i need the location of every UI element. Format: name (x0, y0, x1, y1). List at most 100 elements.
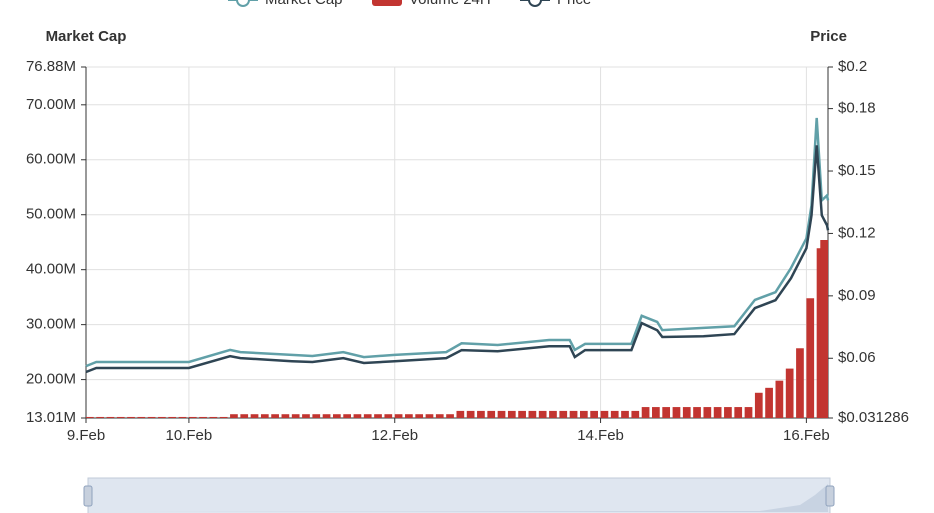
volume-bar (405, 414, 413, 418)
volume-bar (785, 368, 794, 418)
volume-bar (693, 407, 701, 418)
x-tick-label: 9.Feb (67, 427, 105, 444)
y-tick-label: 70.00M (26, 96, 76, 113)
series-line (85, 145, 830, 374)
legend-label: Price (557, 0, 591, 8)
y2-axis-title: Price (810, 28, 847, 45)
x-tick-label: 10.Feb (166, 427, 213, 444)
volume-bar (820, 239, 828, 418)
y2-tick-label: $0.15 (838, 162, 876, 179)
slider-handle[interactable] (825, 485, 835, 507)
y-tick-label: 50.00M (26, 206, 76, 223)
volume-bar (240, 414, 249, 418)
volume-bar (219, 416, 228, 418)
y-tick-label: 20.00M (26, 371, 76, 388)
volume-bar (579, 410, 588, 418)
y2-tick-label: $0.2 (838, 58, 867, 75)
y2-tick-label: $0.031286 (838, 409, 909, 426)
volume-bar (713, 407, 722, 418)
volume-bar (260, 414, 269, 418)
y-tick-label: 13.01M (26, 409, 76, 426)
legend-item[interactable]: Price (520, 0, 591, 8)
volume-bar (415, 414, 424, 418)
y-tick-label: 40.00M (26, 261, 76, 278)
volume-bar (425, 414, 434, 418)
volume-bar (178, 416, 187, 418)
volume-bar (765, 387, 773, 418)
volume-bar (466, 410, 475, 418)
volume-bar (312, 414, 321, 418)
volume-bar (703, 407, 712, 418)
volume-bar (744, 407, 753, 418)
volume-bar (281, 414, 290, 418)
volume-bar (621, 410, 629, 418)
volume-bar (147, 416, 156, 418)
volume-bar (559, 410, 568, 418)
slider-handle[interactable] (83, 485, 93, 507)
legend-swatch (528, 0, 542, 7)
slider-window (87, 477, 831, 513)
y2-tick-label: $0.12 (838, 224, 876, 241)
volume-bar (271, 414, 279, 418)
volume-bar (332, 414, 341, 418)
volume-bar (724, 407, 732, 418)
volume-bar (291, 414, 300, 418)
volume-bar (96, 416, 105, 418)
volume-bar (168, 416, 177, 418)
volume-bar (158, 416, 166, 418)
volume-bar (435, 414, 444, 418)
y-axis-title: Market Cap (46, 28, 127, 45)
volume-bar (641, 407, 650, 418)
volume-bar (127, 416, 135, 418)
legend-swatch (236, 0, 250, 7)
x-tick-label: 14.Feb (577, 427, 624, 444)
volume-bar (549, 410, 557, 418)
volume-bar (754, 392, 763, 418)
volume-bar (302, 414, 310, 418)
volume-bar (106, 416, 115, 418)
volume-bar (137, 416, 146, 418)
volume-bar (394, 414, 403, 418)
volume-bar (322, 414, 331, 418)
y-tick-label: 30.00M (26, 316, 76, 333)
volume-bar (477, 410, 485, 418)
volume-bar (487, 410, 496, 418)
volume-bar (374, 414, 382, 418)
volume-bar (456, 410, 465, 418)
volume-bar (734, 407, 743, 418)
y2-tick-label: $0.06 (838, 349, 876, 366)
volume-bar (384, 414, 393, 418)
legend-label: Volume 24H (409, 0, 491, 8)
volume-bar (796, 348, 804, 418)
volume-bar (672, 407, 681, 418)
volume-bar (806, 298, 815, 418)
volume-bar (518, 410, 526, 418)
volume-bar (188, 416, 197, 418)
volume-bar (116, 416, 125, 418)
volume-bar (497, 410, 506, 418)
volume-bar (250, 414, 259, 418)
y2-tick-label: $0.09 (838, 287, 876, 304)
volume-bar (569, 410, 578, 418)
legend-label: Market Cap (265, 0, 343, 8)
x-tick-label: 16.Feb (783, 427, 830, 444)
zoom-slider[interactable] (83, 477, 835, 513)
series-line (85, 117, 830, 368)
volume-bar (528, 410, 537, 418)
x-tick-label: 12.Feb (371, 427, 418, 444)
legend-item[interactable]: Market Cap (228, 0, 343, 8)
volume-bar (199, 416, 207, 418)
volume-bar (662, 407, 671, 418)
y2-tick-label: $0.18 (838, 100, 876, 117)
volume-bar (343, 414, 351, 418)
volume-bar (507, 410, 516, 418)
y-tick-label: 76.88M (26, 58, 76, 75)
volume-bar (652, 407, 660, 418)
legend-swatch (372, 0, 402, 6)
volume-bar (600, 410, 609, 418)
volume-bar (538, 410, 547, 418)
legend-item[interactable]: Volume 24H (372, 0, 491, 8)
volume-bar (610, 410, 619, 418)
